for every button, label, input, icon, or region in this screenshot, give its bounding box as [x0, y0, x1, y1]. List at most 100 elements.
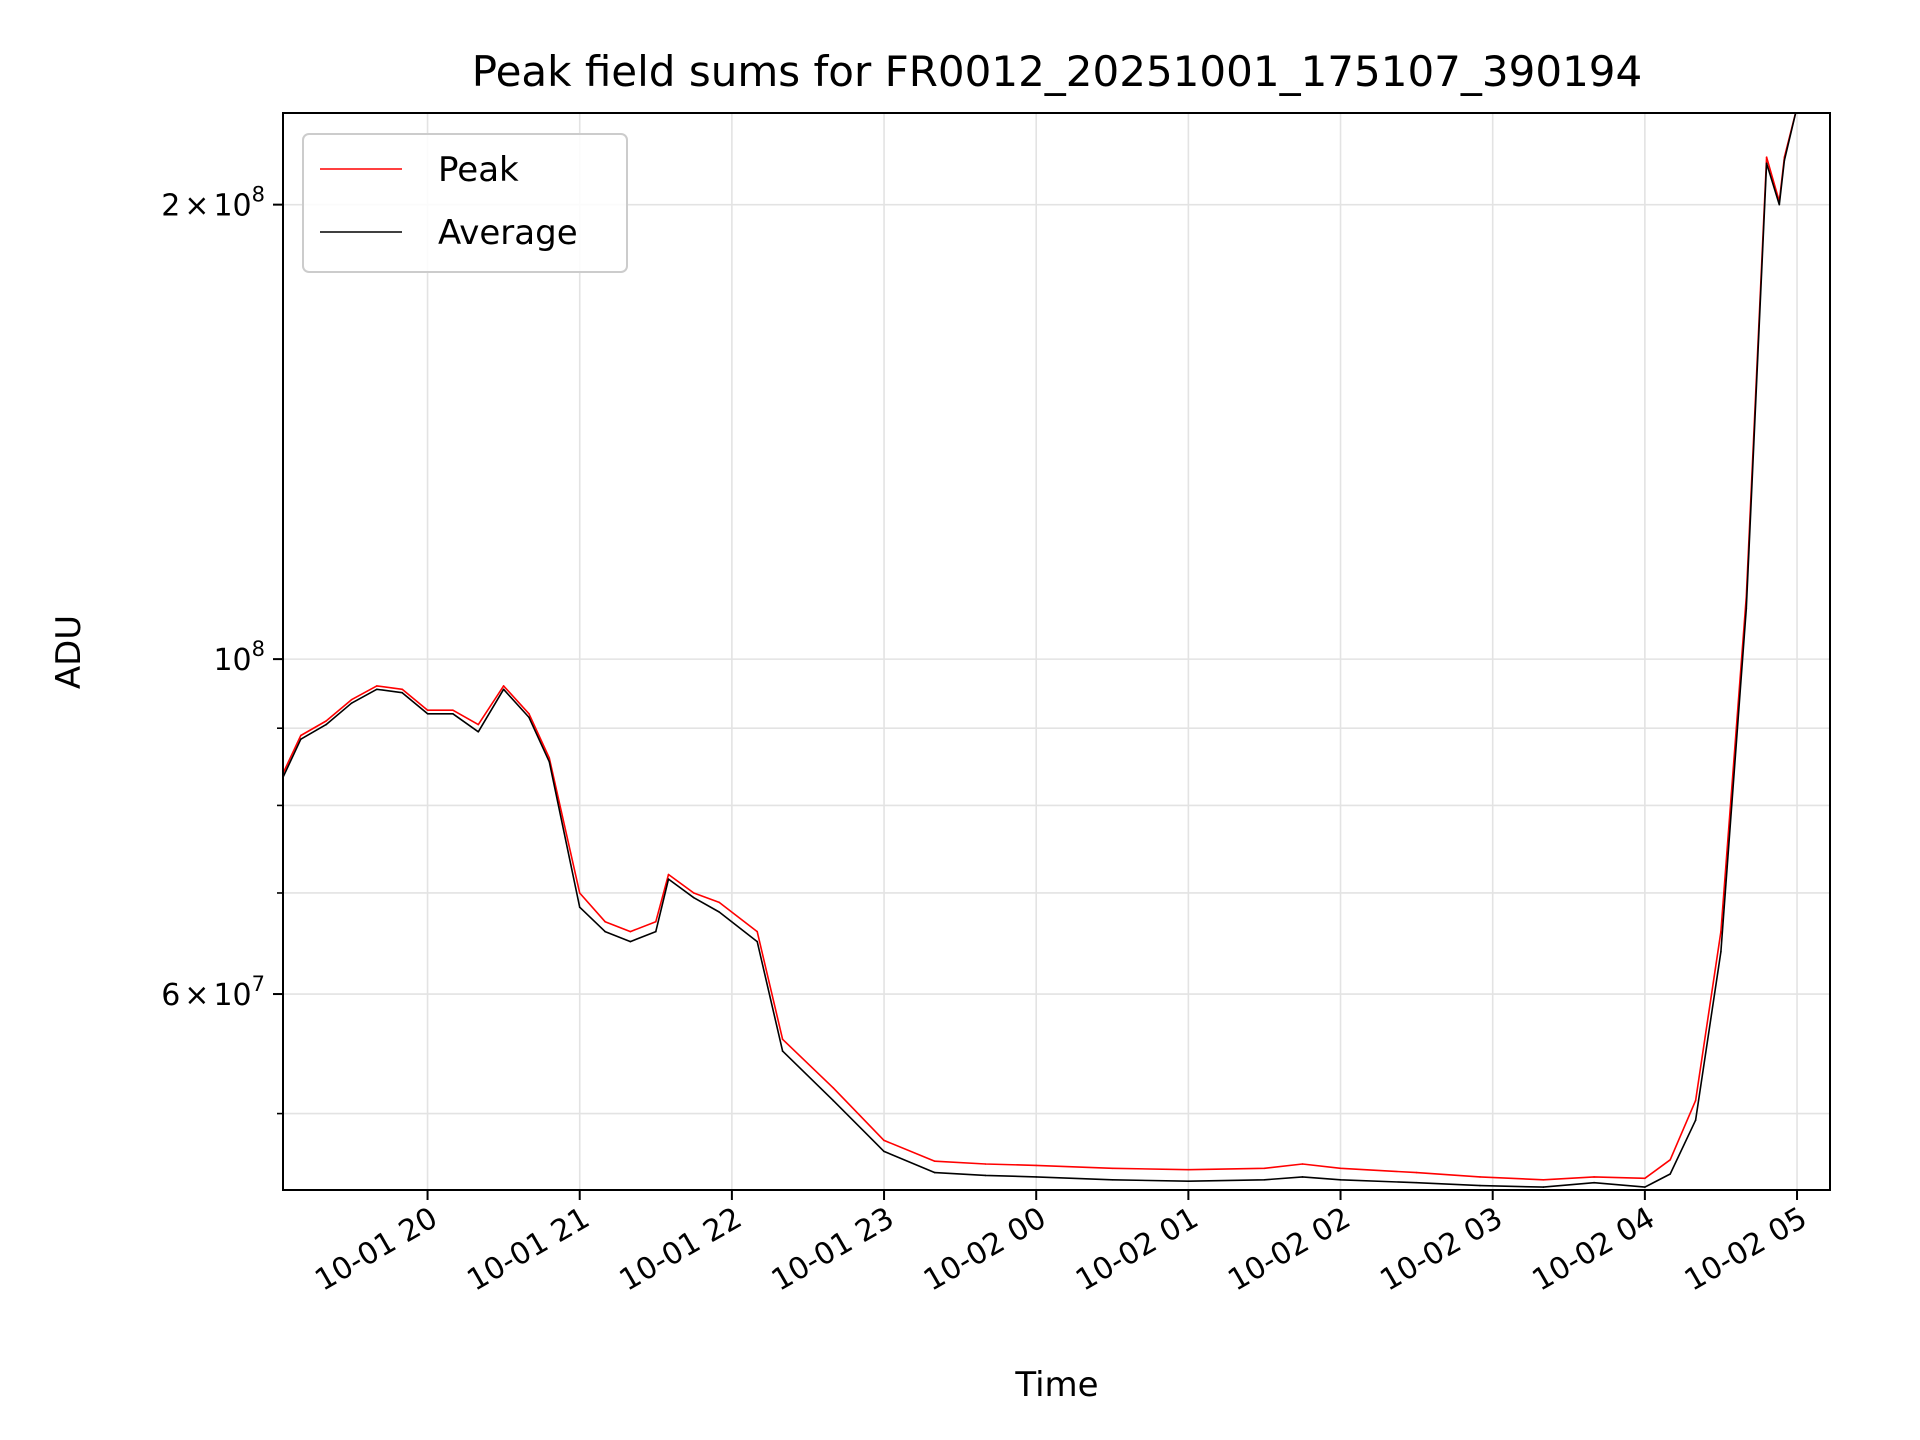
data-point-peak: [984, 1163, 987, 1165]
y-tick-exponent: 8: [252, 637, 265, 661]
data-point-average: [452, 713, 454, 715]
y-tick-times: ×: [184, 978, 209, 1013]
data-point-average: [1339, 1179, 1342, 1181]
data-point-peak: [693, 892, 695, 894]
data-point-average: [1415, 1181, 1418, 1184]
data-point-peak: [578, 892, 581, 894]
data-point-average: [350, 702, 353, 704]
data-point-peak: [756, 930, 758, 933]
legend-label-average: Average: [438, 213, 578, 253]
series-layer: [283, 113, 1797, 1188]
grid: [283, 113, 1830, 1190]
data-point-average: [1479, 1184, 1481, 1187]
data-point-average: [756, 940, 758, 943]
data-point-peak: [1542, 1179, 1545, 1181]
y-tick-times: ×: [184, 189, 209, 224]
data-point-peak: [1593, 1176, 1595, 1178]
data-point-peak: [1415, 1171, 1418, 1174]
data-point-peak: [548, 757, 551, 759]
data-point-peak: [452, 709, 454, 711]
data-point-average: [1111, 1179, 1114, 1181]
y-tick-mantissa: 6: [161, 978, 180, 1013]
data-point-peak: [629, 930, 632, 933]
data-point-average: [1263, 1179, 1266, 1181]
legend: Peak Average: [302, 133, 628, 273]
data-point-peak: [1187, 1168, 1190, 1171]
data-point-average: [718, 911, 720, 913]
data-point-peak: [426, 709, 429, 711]
y-axis-label: ADU: [49, 615, 89, 689]
data-point-peak: [1644, 1177, 1646, 1180]
data-point-average: [667, 878, 670, 880]
y-tick-label: 6 × 107: [161, 972, 265, 1013]
data-point-peak: [300, 734, 302, 737]
data-point-average: [1035, 1176, 1037, 1178]
data-point-average: [693, 896, 695, 899]
y-tick-base: 10: [213, 643, 251, 678]
data-point-average: [1745, 607, 1748, 610]
data-point-average: [1301, 1176, 1304, 1178]
data-point-peak: [1263, 1167, 1266, 1170]
data-point-peak: [376, 685, 378, 687]
data-point-peak: [1694, 1099, 1697, 1102]
data-point-average: [548, 761, 551, 763]
data-point-average: [604, 930, 606, 933]
data-point-average: [426, 713, 429, 715]
data-point-average: [1187, 1180, 1190, 1182]
data-point-average: [1783, 159, 1786, 162]
data-point-average: [376, 688, 378, 691]
data-point-peak: [502, 685, 505, 687]
data-point-average: [629, 940, 632, 943]
data-point-peak: [718, 901, 720, 904]
data-point-average: [883, 1150, 885, 1153]
data-point-peak: [1720, 930, 1722, 933]
data-point-peak: [655, 920, 657, 923]
data-point-peak: [1339, 1167, 1342, 1170]
data-point-peak: [781, 1038, 784, 1041]
data-point-average: [502, 688, 505, 691]
data-point-peak: [1669, 1159, 1671, 1161]
data-point-average: [477, 731, 480, 733]
y-tick-base: 10: [213, 978, 251, 1013]
legend-label-peak: Peak: [438, 150, 519, 190]
data-point-average: [528, 716, 530, 719]
data-point-average: [300, 738, 302, 740]
data-point-average: [1644, 1186, 1646, 1188]
data-point-peak: [1035, 1164, 1037, 1167]
data-point-average: [1694, 1119, 1697, 1121]
data-point-peak: [528, 713, 530, 715]
data-point-average: [934, 1171, 936, 1174]
y-tick-label: 2 × 108: [161, 183, 265, 224]
data-point-peak: [325, 720, 327, 722]
data-point-average: [984, 1174, 987, 1177]
data-point-peak: [1479, 1176, 1481, 1178]
data-point-peak: [1111, 1167, 1114, 1170]
data-point-peak: [604, 920, 606, 923]
data-point-peak: [1765, 156, 1768, 158]
data-point-peak: [401, 688, 404, 691]
y-tick-label: 108: [213, 637, 265, 678]
data-point-peak: [934, 1160, 936, 1162]
data-point-peak: [1301, 1163, 1304, 1165]
data-point-average: [1765, 162, 1768, 165]
y-tick-exponent: 8: [252, 183, 265, 207]
chart-title: Peak field sums for FR0012_20251001_1751…: [472, 47, 1642, 96]
data-point-average: [1720, 950, 1722, 953]
data-point-average: [1593, 1181, 1595, 1184]
plot-frame: [282, 112, 1831, 1191]
data-point-average: [781, 1050, 784, 1052]
data-point-average: [578, 906, 581, 908]
x-axis-label: Time: [1014, 1365, 1098, 1405]
y-tick-mantissa: 2: [161, 189, 180, 224]
data-point-average: [1669, 1173, 1671, 1175]
series-line-peak: [283, 113, 1797, 1181]
data-point-peak: [667, 873, 670, 876]
y-tick-exponent: 7: [252, 972, 265, 996]
data-point-peak: [477, 723, 480, 726]
data-point-peak: [832, 1087, 835, 1089]
data-point-average: [832, 1099, 835, 1102]
series-line-average: [283, 113, 1797, 1188]
data-point-peak: [883, 1139, 885, 1142]
